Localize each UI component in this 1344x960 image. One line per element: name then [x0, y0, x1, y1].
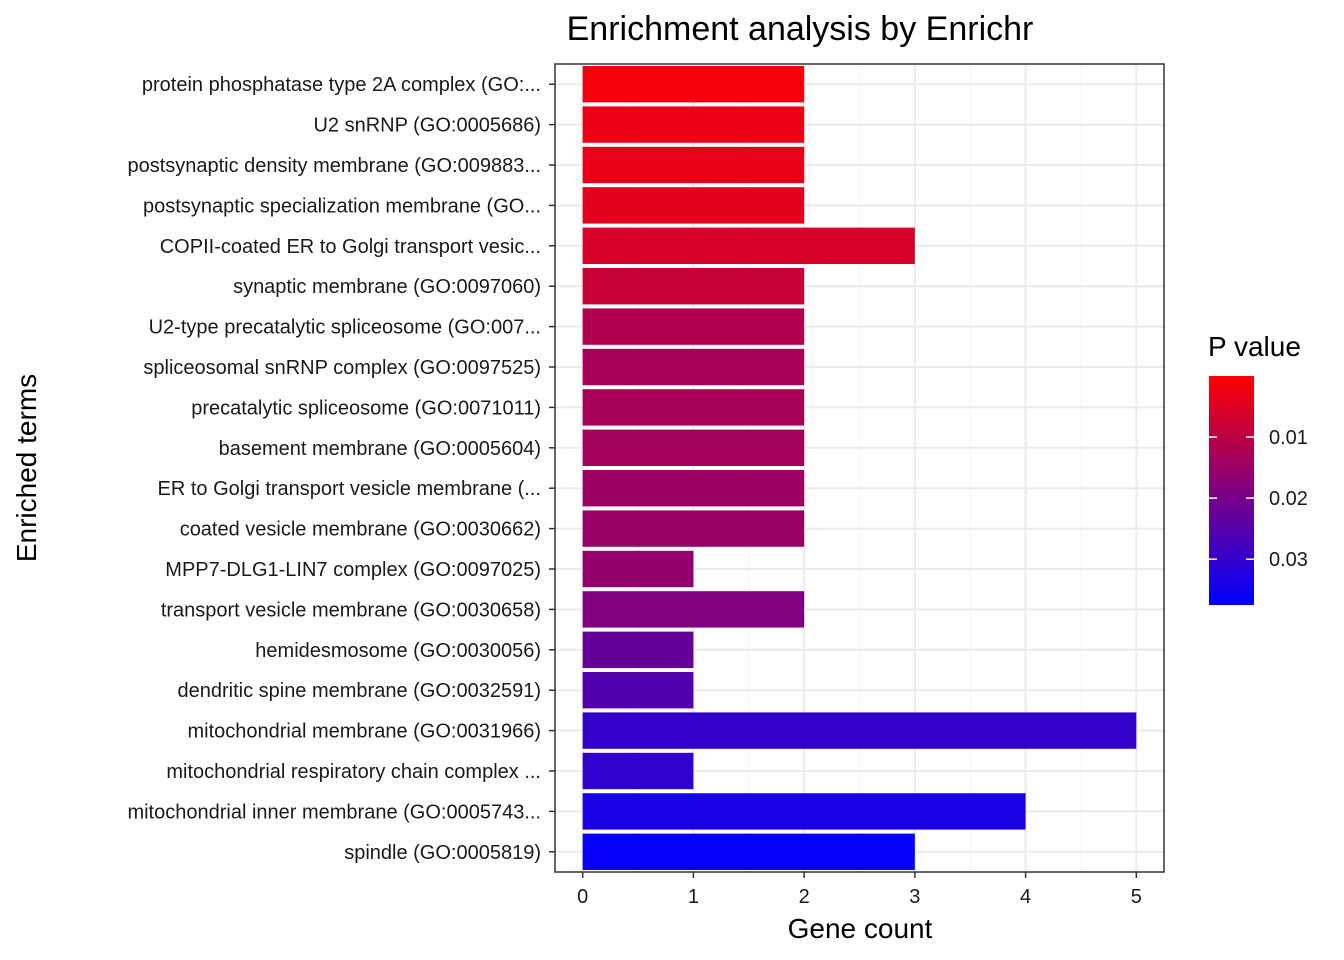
x-tick-label: 2 [799, 886, 810, 908]
y-tick-label: U2-type precatalytic spliceosome (GO:007… [149, 317, 541, 339]
y-tick-label: ER to Golgi transport vesicle membrane (… [158, 478, 541, 500]
y-tick-label: mitochondrial respiratory chain complex … [166, 761, 541, 783]
bar [582, 550, 694, 588]
bar [582, 146, 805, 184]
bar [582, 268, 805, 305]
y-tick-label: COPII-coated ER to Golgi transport vesic… [160, 236, 541, 258]
y-tick-label: mitochondrial membrane (GO:0031966) [187, 721, 541, 743]
bar [582, 389, 805, 426]
bar [582, 631, 694, 668]
bar [582, 793, 1026, 830]
y-axis-title: Enriched terms [11, 374, 42, 562]
x-axis-title: Gene count [788, 913, 933, 944]
y-tick-label: postsynaptic density membrane (GO:009883… [127, 155, 541, 177]
x-tick-label: 5 [1131, 886, 1142, 908]
bar [582, 66, 805, 103]
y-tick-label: hemidesmosome (GO:0030056) [255, 640, 541, 662]
y-tick-label: spliceosomal snRNP complex (GO:0097525) [143, 357, 541, 379]
y-tick-label: mitochondrial inner membrane (GO:0005743… [127, 801, 541, 823]
y-tick-label: U2 snRNP (GO:0005686) [313, 115, 541, 137]
x-tick-label: 4 [1020, 886, 1031, 908]
legend-title: P value [1208, 331, 1301, 362]
bar [582, 106, 805, 143]
y-tick-label: transport vesicle membrane (GO:0030658) [161, 599, 541, 621]
bar [582, 470, 805, 507]
bar [582, 752, 694, 790]
bar [582, 591, 805, 628]
legend-ticks: 0.01 0.02 0.03 [1209, 427, 1308, 571]
legend-tick-label: 0.02 [1269, 488, 1308, 510]
bar [582, 227, 915, 264]
legend-tick-label: 0.03 [1269, 549, 1308, 571]
x-tick-label: 0 [577, 886, 588, 908]
legend: P value 0.01 0.02 0.03 [1208, 331, 1308, 605]
bar [582, 308, 805, 345]
y-axis: protein phosphatase type 2A complex (GO:… [127, 74, 555, 864]
bars [582, 66, 1137, 870]
bar [582, 187, 805, 224]
y-tick-label: precatalytic spliceosome (GO:0071011) [191, 397, 541, 419]
y-tick-label: protein phosphatase type 2A complex (GO:… [142, 74, 541, 96]
y-tick-label: basement membrane (GO:0005604) [219, 438, 541, 460]
bar [582, 672, 694, 709]
legend-colorbar [1209, 376, 1254, 605]
x-axis: 0 1 2 3 4 5 [577, 872, 1142, 908]
y-tick-label: dendritic spine membrane (GO:0032591) [177, 680, 541, 702]
x-tick-label: 3 [909, 886, 920, 908]
bar [582, 510, 805, 547]
bar [582, 429, 805, 466]
bar [582, 712, 1137, 749]
y-tick-label: spindle (GO:0005819) [344, 842, 541, 864]
legend-tick-label: 0.01 [1269, 427, 1308, 449]
bar [582, 348, 805, 386]
plot-panel-border [554, 63, 1165, 873]
y-tick-label: postsynaptic specialization membrane (GO… [143, 195, 541, 217]
y-tick-label: coated vesicle membrane (GO:0030662) [180, 519, 541, 541]
y-tick-label: MPP7-DLG1-LIN7 complex (GO:0097025) [165, 559, 541, 581]
x-tick-label: 1 [688, 886, 699, 908]
bar [582, 833, 915, 870]
y-tick-label: synaptic membrane (GO:0097060) [233, 276, 541, 298]
chart-title: Enrichment analysis by Enrichr [567, 10, 1034, 48]
